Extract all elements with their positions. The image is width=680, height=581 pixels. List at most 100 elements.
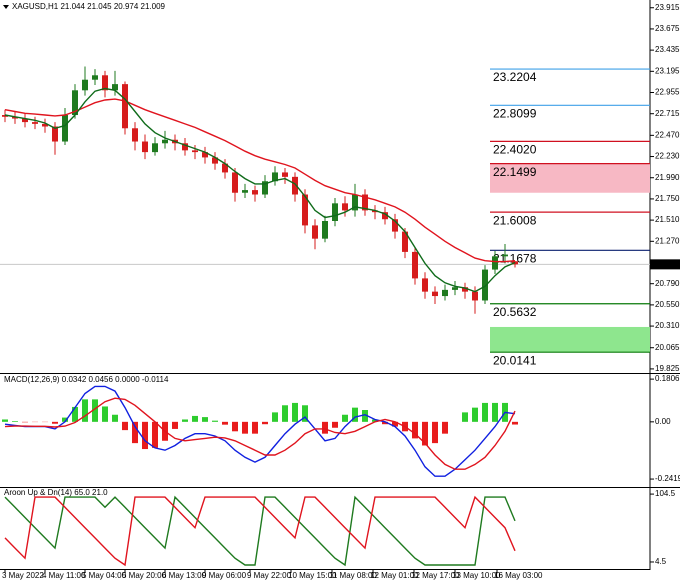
candle-body (472, 291, 478, 301)
x-tick-label: 5 May 20:00 (122, 571, 167, 580)
candle-body (502, 254, 508, 257)
candle-body (392, 219, 398, 232)
x-tick-label: 3 May 2022 (2, 571, 44, 580)
histogram-bar (132, 421, 138, 444)
level-label: 22.4020 (493, 143, 537, 157)
candle-body (182, 143, 188, 151)
histogram-bar (222, 421, 228, 425)
histogram-bar (192, 415, 198, 422)
candle-body (152, 143, 158, 153)
x-tick-label: 10 May 15:00 (288, 571, 337, 580)
histogram-bar (82, 399, 88, 422)
histogram-bar (472, 407, 478, 422)
candle-body (72, 90, 78, 116)
y-tick-label: 21.510 (655, 215, 680, 224)
y-tick-label: 20.550 (655, 300, 680, 309)
candle-body (62, 115, 68, 142)
aroon-line (4, 495, 516, 567)
candle-body (352, 194, 358, 211)
candle-body (2, 115, 8, 117)
y-tick-label: 21.270 (655, 236, 680, 245)
histogram-bar (72, 406, 78, 422)
x-tick-label: 12 May 01:00 (370, 571, 419, 580)
histogram-bar (252, 421, 258, 434)
y-tick-label: 20.065 (655, 343, 680, 352)
level-label: 23.2204 (493, 70, 537, 84)
level-label: 20.5632 (493, 305, 537, 319)
candle-body (432, 291, 438, 297)
x-tick-label: 13 May 10:00 (452, 571, 501, 580)
histogram-bar (322, 421, 328, 434)
candle-body (302, 194, 308, 226)
candle-body (242, 190, 248, 193)
y-tick-label: 0.00 (655, 417, 671, 426)
y-tick-label: 22.715 (655, 109, 680, 118)
candle-body (92, 75, 98, 80)
candle-body (162, 139, 168, 144)
x-tick-label: 16 May 03:00 (494, 571, 543, 580)
y-tick-label: 23.915 (655, 3, 680, 12)
y-tick-label: 23.435 (655, 45, 680, 54)
candle-body (132, 128, 138, 142)
histogram-bar (382, 421, 388, 425)
candle-body (202, 152, 208, 158)
histogram-bar (242, 421, 248, 434)
histogram-bar (332, 421, 338, 428)
histogram-bar (172, 421, 178, 429)
histogram-bar (12, 421, 18, 422)
chart-title: XAGUSD,H1 21.044 21.045 20.974 21.009 (12, 2, 166, 11)
histogram-bar (272, 412, 278, 422)
macd-title: MACD(12,26,9) 0.0342 0.0456 0.0000 -0.01… (4, 375, 169, 384)
current-price-box (650, 259, 680, 270)
y-tick-label: -0.2419 (655, 474, 680, 483)
moving-average (4, 87, 516, 293)
candle-body (452, 287, 458, 290)
histogram-bar (352, 407, 358, 422)
level-label: 21.6008 (493, 213, 537, 227)
candle-body (82, 79, 88, 91)
level-label: 22.1499 (493, 165, 537, 179)
x-tick-label: 11 May 08:00 (329, 571, 377, 580)
y-tick-label: 20.310 (655, 321, 680, 330)
x-tick-label: 4 May 11:00 (42, 571, 86, 580)
histogram-bar (62, 417, 68, 422)
histogram-bar (442, 421, 448, 434)
candle-body (402, 231, 408, 252)
candle-body (52, 126, 58, 142)
zone (490, 163, 650, 193)
histogram-bar (462, 412, 468, 422)
y-tick-label: 20.790 (655, 279, 680, 288)
histogram-bar (512, 421, 518, 425)
histogram-bar (102, 406, 108, 422)
y-tick-label: 22.230 (655, 152, 680, 161)
candle-body (262, 181, 268, 195)
histogram-bar (302, 405, 308, 422)
symbol-icon (3, 5, 9, 9)
histogram-bar (92, 399, 98, 422)
histogram-bar (432, 421, 438, 444)
histogram-bar (182, 419, 188, 422)
histogram-bar (362, 410, 368, 422)
histogram-bar (262, 421, 268, 425)
candle-body (142, 141, 148, 153)
candle-body (422, 278, 428, 292)
y-tick-label: 104.5 (655, 489, 676, 498)
candle-body (412, 251, 418, 279)
candle-body (272, 172, 278, 182)
zone (490, 326, 650, 353)
histogram-bar (392, 421, 398, 427)
macd-line (4, 397, 516, 470)
candle-body (292, 176, 298, 195)
candle-body (232, 172, 238, 193)
histogram-bar (2, 419, 8, 422)
candle-body (492, 256, 498, 270)
y-tick-label: 21.750 (655, 194, 680, 203)
histogram-bar (422, 421, 428, 446)
candle-body (212, 157, 218, 164)
x-tick-label: 5 May 04:00 (82, 571, 127, 580)
histogram-bar (212, 420, 218, 422)
y-tick-label: 21.990 (655, 173, 680, 182)
histogram-bar (292, 402, 298, 422)
